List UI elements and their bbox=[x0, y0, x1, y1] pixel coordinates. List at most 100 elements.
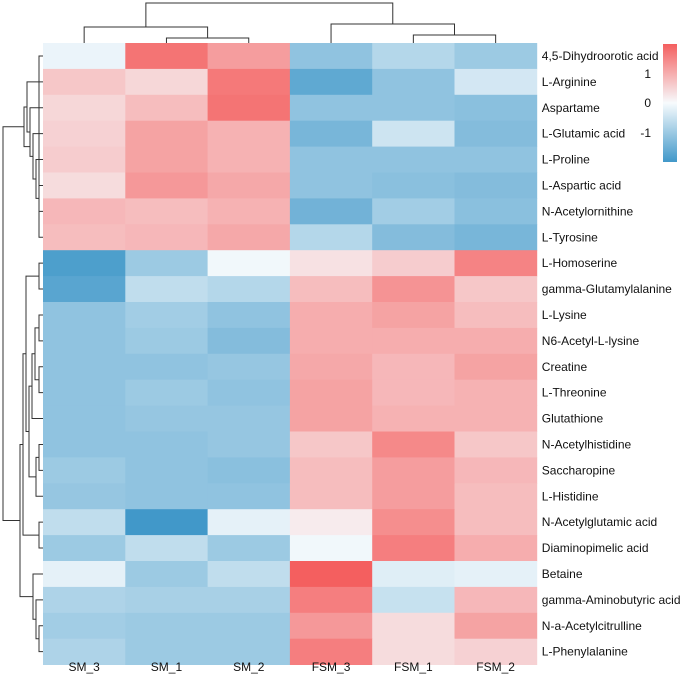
row-label: L-Arginine bbox=[542, 75, 597, 89]
heatmap-cell bbox=[372, 94, 455, 122]
row-label: L-Tyrosine bbox=[542, 230, 598, 244]
legend-tick-label: 0 bbox=[644, 96, 651, 110]
heatmap-cell bbox=[43, 198, 126, 225]
column-dendrogram-branch bbox=[412, 34, 497, 43]
heatmap-cell bbox=[125, 405, 208, 432]
column-dendrogram-branch bbox=[330, 23, 455, 43]
row-dendrogram-branch bbox=[38, 366, 43, 394]
heatmap-cell bbox=[125, 224, 208, 251]
heatmap-cell bbox=[289, 638, 373, 665]
heatmap-cell bbox=[207, 561, 291, 588]
row-dendrogram bbox=[2, 55, 43, 653]
heatmap-cell bbox=[125, 457, 208, 484]
row-dendrogram-branch bbox=[38, 443, 43, 471]
heatmap-cell bbox=[207, 250, 291, 277]
row-label: Diaminopimelic acid bbox=[542, 541, 649, 555]
heatmap-cell bbox=[207, 379, 291, 406]
heatmap-cell bbox=[454, 276, 538, 303]
heatmap-cell bbox=[454, 379, 538, 406]
heatmap-cell bbox=[125, 94, 208, 122]
heatmap-cell bbox=[372, 43, 455, 70]
row-label: L-Homoserine bbox=[542, 256, 618, 270]
heatmap-cell bbox=[207, 405, 291, 432]
row-dendrogram-branch bbox=[38, 521, 43, 549]
row-label: N-Acetylglutamic acid bbox=[542, 515, 657, 529]
row-dendrogram-branch bbox=[32, 133, 43, 180]
row-dendrogram-branch bbox=[34, 327, 39, 381]
heatmap-cells bbox=[43, 43, 538, 665]
heatmap-cell bbox=[289, 172, 373, 199]
heatmap-cell bbox=[43, 638, 126, 665]
heatmap-cell bbox=[43, 457, 126, 484]
heatmap-cell bbox=[289, 431, 373, 458]
heatmap-cell bbox=[372, 483, 455, 510]
heatmap-cell bbox=[125, 198, 208, 225]
row-labels: 4,5-Dihydroorotic acid L-Arginine Aspartam… bbox=[542, 49, 681, 659]
heatmap-cell bbox=[289, 94, 373, 122]
heatmap-cell bbox=[207, 612, 291, 640]
heatmap-cell bbox=[207, 172, 291, 199]
heatmap-cell bbox=[372, 431, 455, 458]
heatmap-cell bbox=[207, 457, 291, 484]
heatmap-cell bbox=[289, 457, 373, 484]
heatmap-cell bbox=[289, 146, 373, 173]
heatmap-cell bbox=[454, 535, 538, 562]
heatmap-cell bbox=[454, 431, 538, 458]
heatmap-cell bbox=[454, 250, 538, 277]
row-label: Creatine bbox=[542, 360, 588, 374]
heatmap-cell bbox=[43, 431, 126, 458]
heatmap-cell bbox=[207, 43, 291, 70]
heatmap-cell bbox=[289, 120, 373, 147]
heatmap-cell bbox=[289, 43, 373, 70]
heatmap-cell bbox=[372, 405, 455, 432]
heatmap-cell bbox=[454, 43, 538, 70]
heatmap-cell bbox=[289, 224, 373, 251]
heatmap-cell bbox=[454, 68, 538, 96]
column-label: SM_2 bbox=[233, 660, 265, 674]
heatmap-cell bbox=[43, 586, 126, 614]
heatmap-cell bbox=[125, 276, 208, 303]
column-label: FSM_3 bbox=[312, 660, 351, 674]
row-dendrogram-branch bbox=[38, 314, 43, 342]
heatmap-cell bbox=[289, 483, 373, 510]
heatmap-cell bbox=[43, 250, 126, 277]
column-dendrogram bbox=[83, 2, 497, 43]
heatmap-cell bbox=[454, 638, 538, 665]
heatmap-cell bbox=[454, 198, 538, 225]
heatmap-cell bbox=[125, 302, 208, 329]
heatmap-cell bbox=[125, 146, 208, 173]
row-label: Glutathione bbox=[542, 412, 604, 426]
heatmap-cell bbox=[43, 612, 126, 640]
color-scale-bar bbox=[663, 44, 677, 162]
heatmap-cell bbox=[125, 535, 208, 562]
heatmap-cell bbox=[289, 353, 373, 381]
heatmap-cell bbox=[125, 327, 208, 355]
heatmap-cell bbox=[43, 120, 126, 147]
row-label: N-a-Acetylcitrulline bbox=[542, 619, 642, 633]
row-label: N-Acetylornithine bbox=[542, 204, 634, 218]
heatmap-cell bbox=[43, 405, 126, 432]
heatmap-cell bbox=[207, 120, 291, 147]
heatmap-cell bbox=[43, 224, 126, 251]
heatmap-cell bbox=[43, 172, 126, 199]
heatmap-cell bbox=[207, 586, 291, 614]
column-dendrogram-branch bbox=[83, 26, 209, 43]
heatmap-cell bbox=[207, 353, 291, 381]
heatmap-cell bbox=[43, 43, 126, 70]
column-label: SM_3 bbox=[68, 660, 100, 674]
heatmap-cell bbox=[289, 327, 373, 355]
heatmap-cell bbox=[43, 483, 126, 510]
row-dendrogram-root bbox=[2, 126, 24, 522]
heatmap-cell bbox=[207, 483, 291, 510]
row-dendrogram-branch bbox=[38, 262, 43, 290]
heatmap-cell bbox=[43, 68, 126, 96]
heatmap-cell bbox=[289, 509, 373, 536]
heatmap-cell bbox=[372, 535, 455, 562]
row-dendrogram-branch bbox=[38, 55, 43, 238]
column-labels: SM_3 SM_1 SM_2 FSM_3 FSM_1 FSM_2 bbox=[68, 660, 515, 674]
heatmap-cell bbox=[43, 353, 126, 381]
heatmap-cell bbox=[125, 379, 208, 406]
heatmap-cell bbox=[207, 302, 291, 329]
